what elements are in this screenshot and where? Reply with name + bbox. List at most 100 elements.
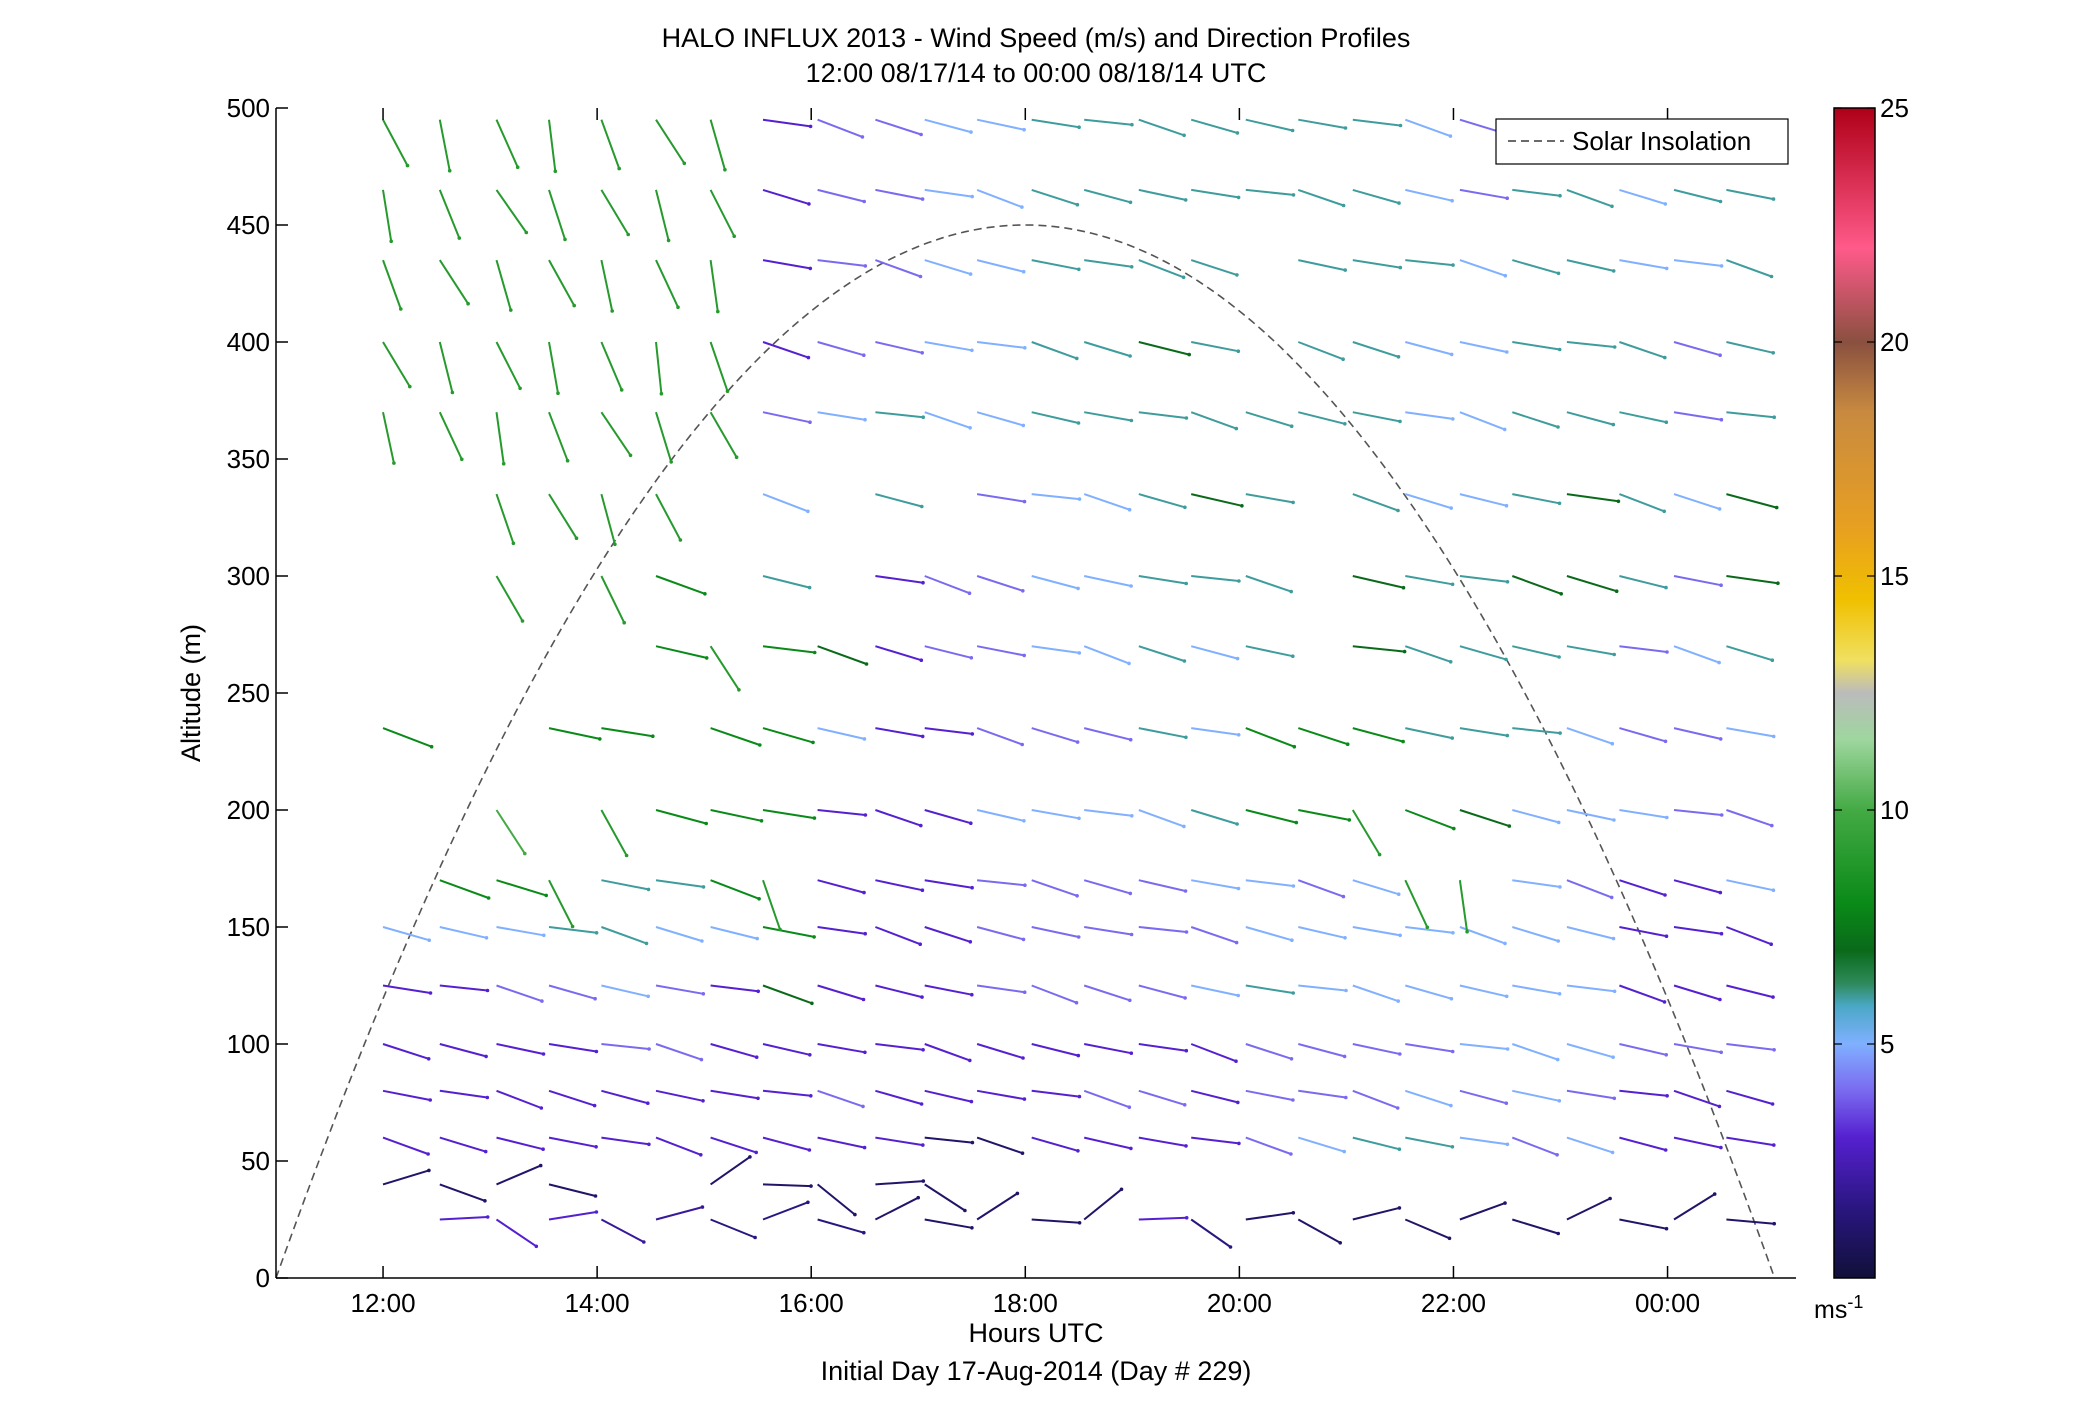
wind-vector-head bbox=[862, 890, 866, 895]
wind-vector bbox=[382, 341, 411, 388]
wind-vector-head bbox=[1505, 196, 1509, 200]
wind-vector bbox=[1726, 645, 1773, 662]
wind-vector-head bbox=[1611, 422, 1616, 427]
wind-vector bbox=[1031, 1043, 1079, 1057]
wind-vector bbox=[655, 259, 679, 308]
y-tick-label: 50 bbox=[241, 1146, 270, 1176]
wind-vector-head bbox=[862, 1145, 867, 1150]
wind-vector bbox=[1404, 1218, 1450, 1240]
wind-vector bbox=[1352, 1043, 1401, 1055]
wind-vector bbox=[1459, 1136, 1508, 1146]
wind-vector-head bbox=[1612, 652, 1616, 657]
wind-vector bbox=[1512, 341, 1560, 351]
x-tick-label: 20:00 bbox=[1207, 1288, 1272, 1318]
wind-vector-head bbox=[1611, 269, 1616, 273]
wind-vector-head bbox=[1557, 655, 1561, 659]
wind-vector-head bbox=[1448, 660, 1453, 664]
wind-vector bbox=[924, 1043, 971, 1062]
wind-vector-head bbox=[1290, 938, 1294, 942]
wind-vector-head bbox=[1450, 736, 1454, 740]
wind-vector bbox=[1619, 1089, 1668, 1097]
wind-vector-head bbox=[864, 662, 869, 666]
colorbar-unit: ms-1 bbox=[1814, 1292, 1863, 1324]
wind-vector bbox=[1352, 118, 1401, 127]
wind-vector-head bbox=[1450, 582, 1455, 587]
colorbar-tick-label: 5 bbox=[1880, 1029, 1894, 1059]
wind-vector-head bbox=[806, 509, 810, 514]
wind-vector-head bbox=[700, 939, 704, 943]
wind-vector bbox=[1190, 118, 1238, 134]
wind-vector bbox=[1245, 493, 1294, 504]
wind-vector bbox=[1726, 1089, 1773, 1105]
wind-vector bbox=[600, 575, 626, 624]
wind-vector-head bbox=[484, 936, 489, 940]
wind-vector-head bbox=[1127, 507, 1132, 512]
wind-vector-head bbox=[574, 536, 579, 540]
wind-vector-head bbox=[862, 737, 867, 741]
wind-vector bbox=[1031, 727, 1078, 744]
wind-vector-head bbox=[1770, 823, 1774, 828]
wind-vector-head bbox=[534, 1244, 539, 1249]
wind-vector-head bbox=[1557, 992, 1562, 996]
y-tick-label: 500 bbox=[227, 93, 270, 123]
wind-vector-head bbox=[1402, 649, 1407, 654]
wind-vector bbox=[1459, 1043, 1508, 1050]
wind-vector-head bbox=[1425, 925, 1430, 930]
wind-vector-head bbox=[1076, 1053, 1081, 1058]
wind-vector bbox=[1405, 984, 1452, 1000]
wind-vector-head bbox=[1130, 814, 1134, 818]
wind-vector-head bbox=[1612, 989, 1617, 994]
wind-vector-head bbox=[1128, 891, 1133, 896]
wind-vector-head bbox=[863, 931, 867, 936]
wind-vector-head bbox=[642, 1240, 646, 1244]
wind-vector-head bbox=[1503, 941, 1507, 946]
wind-vector bbox=[1352, 493, 1399, 512]
wind-vector bbox=[924, 1136, 973, 1144]
wind-vector bbox=[1726, 879, 1774, 892]
wind-vector bbox=[1298, 259, 1346, 272]
wind-vector bbox=[1405, 188, 1453, 202]
wind-vector bbox=[1566, 341, 1615, 348]
wind-vector-head bbox=[1465, 929, 1469, 934]
wind-vector-head bbox=[1291, 654, 1295, 658]
wind-vector-head bbox=[1610, 204, 1614, 209]
wind-vector bbox=[709, 259, 719, 312]
wind-vector-head bbox=[610, 309, 614, 313]
wind-vector-head bbox=[1556, 271, 1561, 276]
wind-vector-head bbox=[1076, 935, 1081, 939]
wind-vector bbox=[1673, 879, 1721, 894]
wind-vector-head bbox=[1663, 1148, 1668, 1152]
wind-vector bbox=[1297, 879, 1344, 898]
wind-vector bbox=[1138, 727, 1187, 739]
wind-vector bbox=[1512, 984, 1560, 995]
wind-vector bbox=[1726, 411, 1775, 419]
wind-vector-head bbox=[1771, 995, 1775, 999]
wind-vector bbox=[496, 926, 544, 937]
wind-vector bbox=[1138, 1043, 1187, 1052]
wind-vector bbox=[1138, 341, 1190, 356]
wind-vector-head bbox=[408, 384, 412, 389]
wind-vector bbox=[382, 411, 395, 464]
wind-vector bbox=[1031, 1136, 1079, 1152]
wind-vector bbox=[600, 259, 614, 312]
wind-vector bbox=[924, 645, 972, 659]
colorbar-tick-label: 20 bbox=[1880, 327, 1909, 357]
wind-vector-head bbox=[1396, 999, 1400, 1003]
wind-vector bbox=[1566, 411, 1614, 426]
wind-vector-head bbox=[1077, 816, 1081, 821]
wind-vector bbox=[1619, 727, 1666, 743]
wind-vector bbox=[1190, 1218, 1232, 1248]
wind-vector-head bbox=[753, 1235, 757, 1240]
wind-vector bbox=[924, 1183, 966, 1212]
wind-vector bbox=[438, 411, 463, 460]
wind-vector-head bbox=[807, 202, 811, 206]
wind-vector-head bbox=[1450, 1145, 1455, 1149]
wind-vector-head bbox=[921, 1179, 926, 1183]
y-tick-label: 200 bbox=[227, 795, 270, 825]
wind-vector-head bbox=[812, 650, 817, 655]
wind-vector bbox=[1404, 118, 1451, 138]
wind-vector-head bbox=[1772, 1143, 1776, 1147]
x-tick-label: 16:00 bbox=[779, 1288, 844, 1318]
wind-vector-head bbox=[538, 1163, 543, 1168]
wind-vector bbox=[1352, 259, 1401, 269]
